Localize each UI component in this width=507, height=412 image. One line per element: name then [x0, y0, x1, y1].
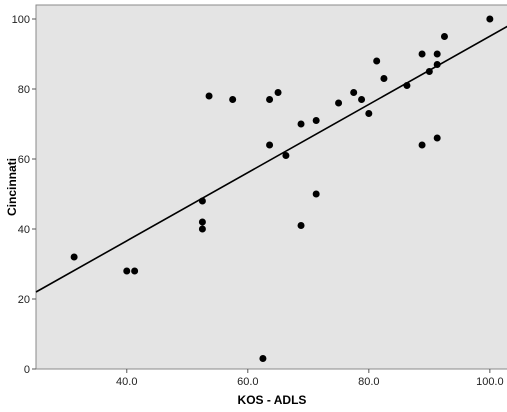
data-point	[266, 141, 274, 149]
data-point	[350, 89, 358, 96]
data-point	[297, 222, 305, 229]
data-point	[433, 50, 441, 58]
x-tick-label: 60.0	[237, 376, 258, 388]
data-point	[486, 15, 494, 23]
y-tick-label: 60	[18, 154, 30, 166]
data-point	[335, 99, 343, 107]
x-axis-title: KOS - ADLS	[238, 393, 307, 407]
y-tick-label: 80	[18, 84, 30, 96]
data-point	[282, 152, 290, 159]
y-tick-label: 20	[18, 294, 30, 306]
data-point	[440, 33, 448, 40]
data-points	[70, 15, 494, 362]
data-point	[266, 96, 274, 103]
data-point	[70, 253, 78, 261]
y-tick-label: 0	[24, 364, 30, 376]
data-point	[205, 92, 213, 100]
data-point	[358, 96, 366, 103]
data-point	[312, 190, 320, 198]
x-tick-label: 100.0	[476, 376, 504, 388]
data-point	[433, 61, 441, 68]
data-point	[418, 141, 426, 149]
data-point	[198, 197, 206, 205]
data-point	[418, 50, 426, 58]
y-tick-label: 100	[12, 14, 30, 26]
data-point	[403, 82, 411, 89]
plot-area	[35, 4, 507, 370]
data-point	[433, 134, 441, 142]
data-point	[259, 355, 267, 362]
data-point	[312, 117, 320, 124]
data-point	[297, 120, 305, 128]
data-point	[229, 96, 237, 103]
y-tick-label: 40	[18, 224, 30, 236]
x-tick-label: 80.0	[358, 376, 379, 388]
x-tick-label: 40.0	[116, 376, 137, 388]
data-point	[373, 57, 381, 65]
data-point	[365, 110, 373, 117]
y-axis: 0 20 40 60 80 100	[12, 14, 36, 376]
data-point	[123, 267, 131, 275]
data-point	[198, 225, 206, 233]
y-axis-title: Cincinnati	[5, 158, 19, 216]
data-point	[198, 218, 206, 226]
data-point	[425, 68, 433, 75]
data-point	[131, 267, 139, 275]
data-point	[274, 89, 282, 96]
data-point	[380, 75, 388, 82]
x-axis: 40.0 60.0 80.0 100.0	[116, 369, 504, 388]
